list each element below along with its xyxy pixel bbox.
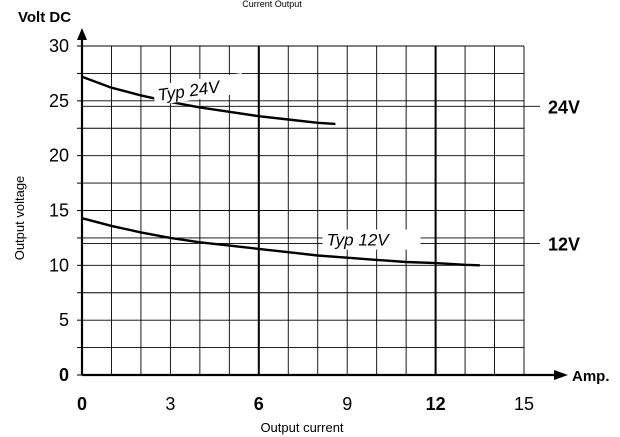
series-label-bg-0 (152, 73, 245, 106)
y-tick-label-30: 30 (49, 36, 69, 56)
series-line-1 (81, 217, 480, 267)
reference-lines: 24V 12V (82, 97, 580, 254)
x-tick-label-0: 0 (77, 394, 87, 414)
y-axis-label: Output voltage (12, 176, 27, 261)
y-axis-arrow (77, 28, 87, 40)
series-label-1: Typ 12V (327, 231, 391, 250)
x-tick-label-15: 15 (514, 394, 534, 414)
x-axis-arrow (554, 370, 568, 380)
y-tick-label-25: 25 (49, 91, 69, 111)
y-tick-label-0: 0 (59, 365, 69, 385)
tick-label-layer: 0 3 6 9 12 15 0 5 10 15 20 25 30 (49, 36, 534, 414)
axes-layer (77, 28, 568, 380)
x-tick-label-6: 6 (254, 394, 264, 414)
x-axis-label: Output current (260, 420, 343, 435)
y-axis-top-title: Volt DC (18, 9, 71, 26)
reference-label-12V: 12V (548, 234, 580, 254)
x-tick-label-3: 3 (165, 394, 175, 414)
x-axis-unit: Amp. (572, 368, 610, 385)
series-label-bg-1 (322, 229, 421, 250)
reference-label-24V: 24V (548, 97, 580, 117)
x-tick-label-9: 9 (342, 394, 352, 414)
series-line-0 (81, 75, 336, 126)
y-tick-label-15: 15 (49, 201, 69, 221)
x-tick-label-12: 12 (426, 394, 446, 414)
y-tick-label-5: 5 (59, 310, 69, 330)
y-tick-label-20: 20 (49, 146, 69, 166)
grid-layer (82, 45, 525, 375)
top-note: Current Output (242, 0, 302, 9)
y-tick-label-10: 10 (49, 255, 69, 275)
